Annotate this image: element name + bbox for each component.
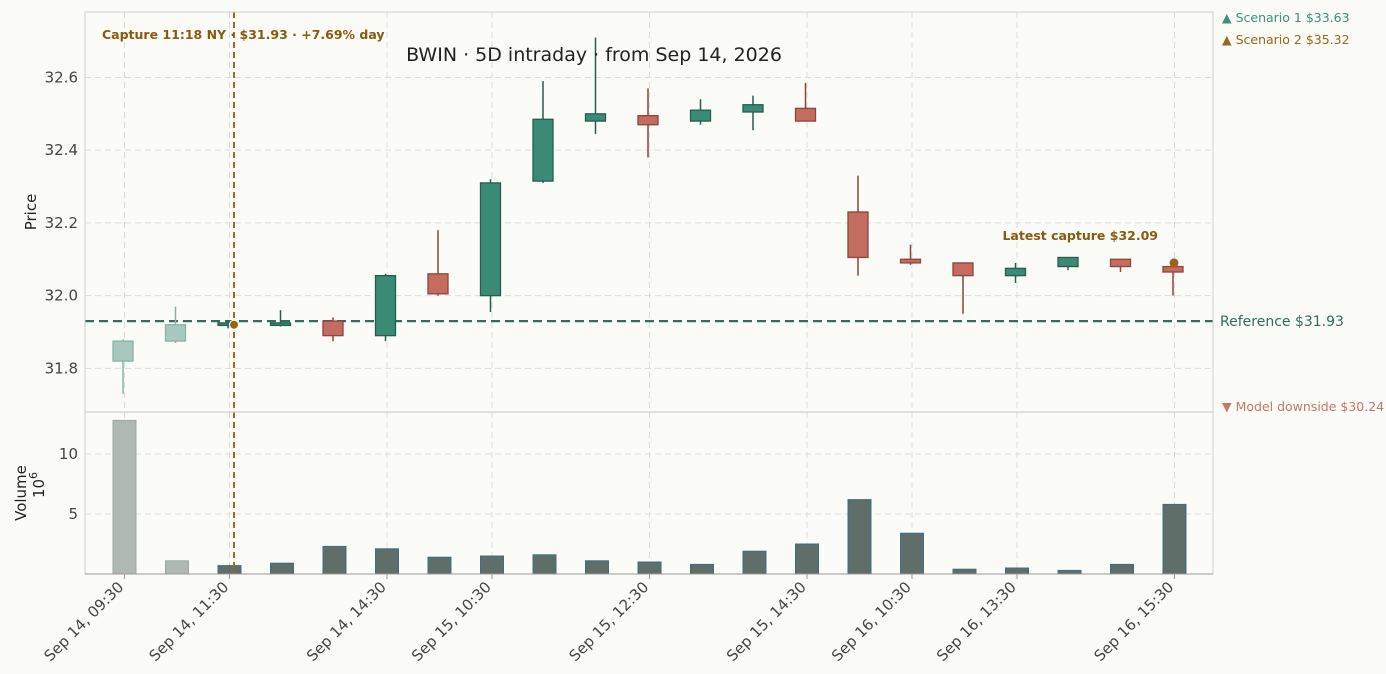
volume-bar [480, 555, 504, 575]
volume-bar [322, 545, 347, 575]
candle [1004, 262, 1027, 283]
reference-label: Reference $31.93 [1220, 314, 1344, 330]
volume-bar [270, 562, 294, 575]
scenario-label: ▲ Scenario 2 $35.32 [1222, 32, 1350, 47]
candle-body [742, 104, 764, 113]
candle [899, 244, 922, 265]
latest-capture-label: Latest capture $32.09 [1002, 228, 1158, 243]
volume-bar [585, 560, 609, 575]
candle-body [637, 114, 659, 126]
candle-body [1004, 267, 1027, 277]
volume-bar [900, 532, 924, 575]
volume-bars [112, 419, 1187, 575]
chart-title: BWIN · 5D intraday · from Sep 14, 2026 [406, 44, 782, 66]
candle [794, 82, 817, 122]
y-axis-label: Price [22, 194, 40, 231]
volume-axis-label: Volume [12, 465, 30, 521]
candle-body [269, 322, 292, 327]
volume-bar [637, 561, 662, 575]
candle-body [479, 182, 502, 297]
candle-body [427, 273, 449, 295]
volume-bar [847, 499, 872, 575]
candle [742, 95, 764, 131]
capture-marker-dot [229, 319, 239, 330]
candle [479, 179, 502, 312]
candle [847, 175, 869, 276]
candle [164, 306, 187, 343]
price-tick-label: 31.8 [45, 359, 78, 377]
candle [584, 37, 607, 134]
volume-tick-label: 5 [68, 505, 78, 523]
volume-bar [690, 563, 714, 575]
candle-body [689, 109, 712, 122]
volume-bar [532, 554, 557, 575]
volume-bar [742, 550, 767, 575]
volume-bar [375, 548, 399, 575]
volume-bar [165, 560, 189, 575]
volume-bar [1110, 563, 1134, 575]
volume-bar [1162, 503, 1187, 575]
candle-body [374, 274, 397, 337]
candle [374, 273, 397, 342]
candle-body [532, 118, 554, 182]
candle-body [112, 340, 134, 362]
candle-body [322, 320, 344, 337]
capture-marker-label: Capture 11:18 NY · $31.93 · +7.69% day [102, 27, 385, 42]
candle [269, 310, 292, 327]
price-tick-label: 32.6 [45, 68, 78, 86]
volume-bar [952, 568, 977, 575]
candle-body [1109, 258, 1132, 268]
candle [1109, 258, 1132, 272]
volume-bar [1005, 567, 1029, 575]
candle-body [1057, 256, 1079, 268]
price-tick-label: 32.0 [45, 287, 78, 305]
candle-body [164, 324, 187, 342]
latest-capture-dot [1169, 258, 1179, 268]
candle-body [952, 262, 974, 277]
candle [322, 317, 344, 342]
price-tick-label: 32.2 [45, 214, 78, 232]
candle [1057, 256, 1079, 271]
candle [637, 88, 659, 158]
volume-bar [112, 419, 137, 575]
volume-tick-label: 10 [59, 445, 78, 463]
candles [112, 37, 1184, 394]
candle [532, 81, 554, 183]
candle-body [847, 211, 869, 259]
volume-bar [795, 543, 819, 575]
volume-bar [1057, 569, 1082, 575]
candle-body [584, 113, 607, 122]
candle [427, 230, 449, 296]
volume-bar [217, 565, 242, 575]
candle-body [899, 258, 922, 264]
candle [952, 262, 974, 314]
overlays: Reference $31.93 Capture 11:18 NY · $31.9… [102, 10, 1384, 574]
candle-body [1162, 265, 1184, 273]
candle [689, 99, 712, 125]
scenario-label: ▲ Scenario 1 $33.63 [1222, 10, 1350, 25]
price-tick-label: 32.4 [45, 141, 78, 159]
volume-bar [427, 556, 452, 575]
scenario-label: ▼ Model downside $30.24 [1222, 399, 1384, 414]
candle [112, 339, 134, 394]
candle-body [794, 107, 817, 122]
